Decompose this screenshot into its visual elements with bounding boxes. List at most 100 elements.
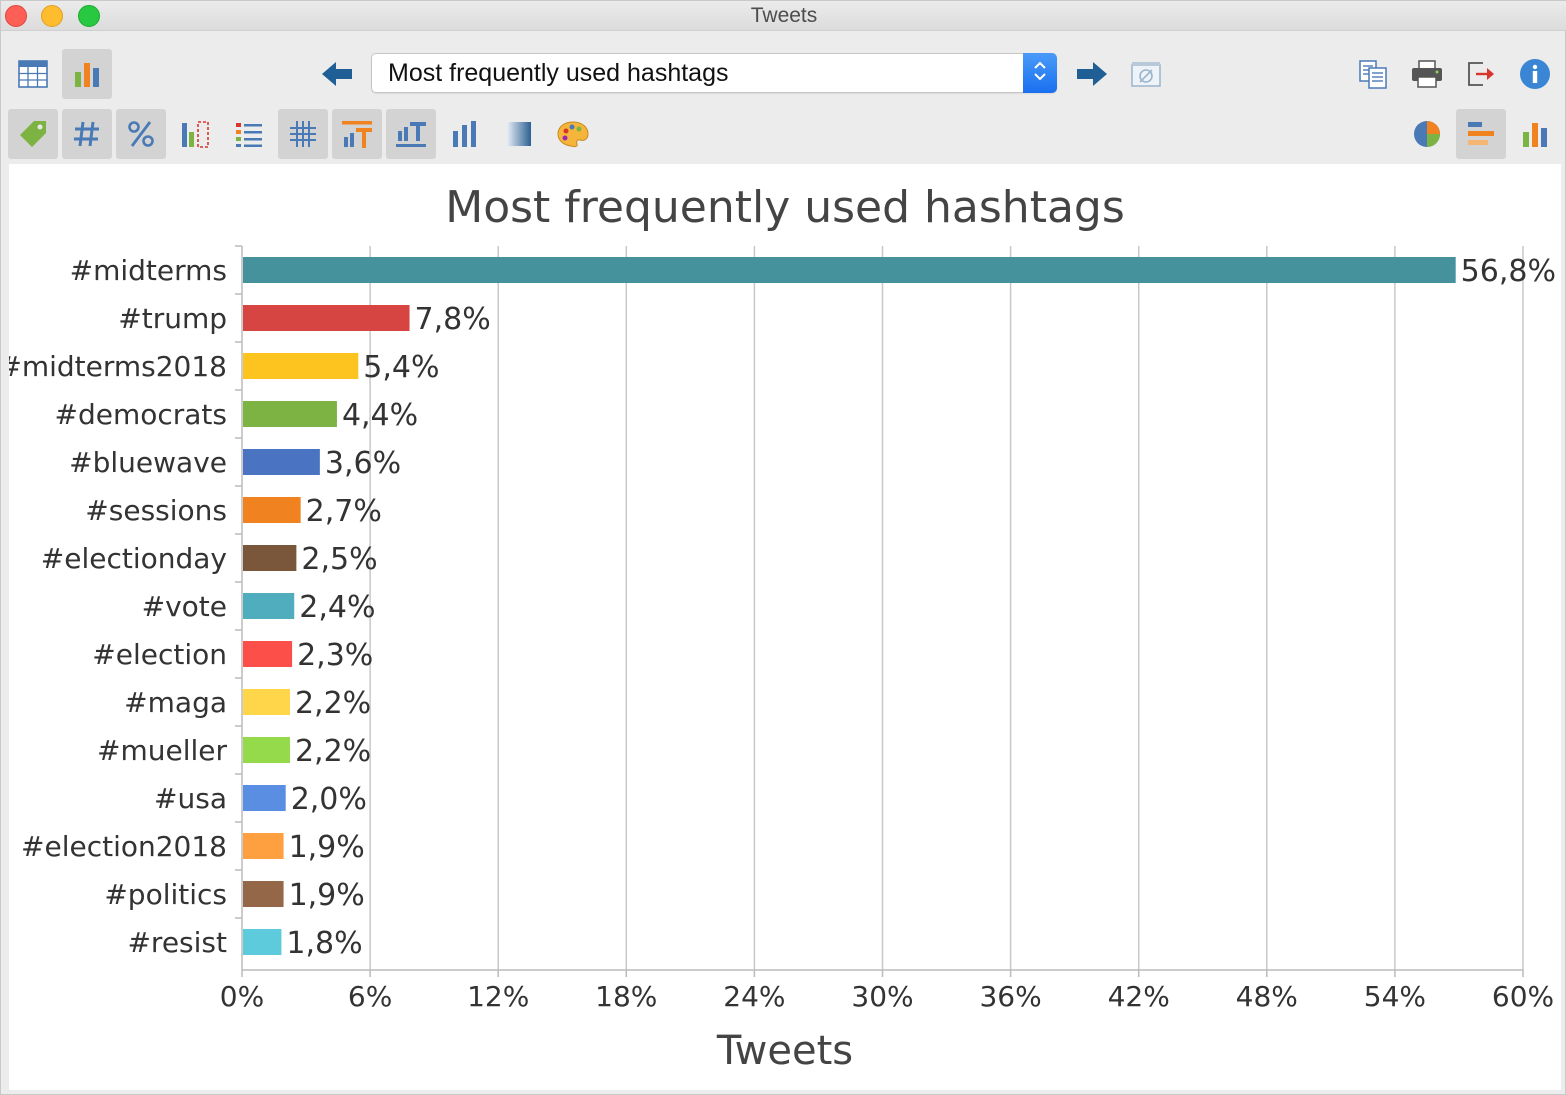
next-button[interactable] xyxy=(1067,49,1117,99)
vertical-bar-icon xyxy=(1520,119,1550,149)
bar xyxy=(243,449,320,475)
category-label: #democrats xyxy=(55,398,228,431)
category-label: #politics xyxy=(104,878,227,911)
print-icon xyxy=(1410,59,1444,89)
axis-title-icon xyxy=(394,119,428,149)
bar-chart: 0% 6% 12% 18% 24% 30% 36% 42% 48% 54% 60% #midterms… xyxy=(9,245,1556,1013)
x-tick-label: 54% xyxy=(1364,980,1426,1013)
value-label: 1,8% xyxy=(286,926,362,961)
category-label: #bluewave xyxy=(69,446,227,479)
filter-off-button[interactable] xyxy=(1121,49,1171,99)
bar xyxy=(243,305,410,331)
x-tick-label: 0% xyxy=(220,980,264,1013)
bar xyxy=(243,785,286,811)
close-window-button[interactable] xyxy=(5,5,27,27)
bar xyxy=(243,929,282,955)
table-view-icon xyxy=(18,60,48,88)
bar xyxy=(243,401,337,427)
bar xyxy=(243,497,301,523)
absolute-values-button[interactable] xyxy=(62,109,112,159)
category-label: #usa xyxy=(154,782,227,815)
copy-button[interactable] xyxy=(1348,49,1398,99)
bar xyxy=(243,545,297,571)
list-icon xyxy=(234,120,264,148)
x-tick-label: 30% xyxy=(851,980,913,1013)
bar-3d-icon xyxy=(450,119,480,149)
filter-off-icon xyxy=(1130,60,1162,88)
horizontal-bar-chart-button[interactable] xyxy=(1456,109,1506,159)
value-label: 56,8% xyxy=(1461,254,1556,289)
bar xyxy=(243,833,284,859)
analysis-selector[interactable]: Most frequently used hashtags xyxy=(371,53,1057,93)
print-button[interactable] xyxy=(1402,49,1452,99)
labels-toggle-button[interactable] xyxy=(8,109,58,159)
percent-values-button[interactable] xyxy=(116,109,166,159)
value-label: 2,0% xyxy=(291,782,367,817)
grid-lines-button[interactable] xyxy=(278,109,328,159)
bar xyxy=(243,881,284,907)
bar xyxy=(243,593,295,619)
selector-stepper[interactable] xyxy=(1023,53,1057,93)
info-icon xyxy=(1519,58,1551,90)
chart-title-button[interactable] xyxy=(332,109,382,159)
info-button[interactable] xyxy=(1510,49,1560,99)
category-label: #election xyxy=(92,638,227,671)
percent-icon xyxy=(126,119,156,149)
value-label: 2,2% xyxy=(295,734,371,769)
value-label: 5,4% xyxy=(363,350,439,385)
export-icon xyxy=(1465,59,1497,89)
bar xyxy=(243,353,359,379)
analysis-selector-value: Most frequently used hashtags xyxy=(388,59,729,87)
chart-view-button[interactable] xyxy=(62,49,112,99)
vertical-bar-chart-button[interactable] xyxy=(1510,109,1560,159)
category-label: #resist xyxy=(127,926,227,959)
color-palette-icon xyxy=(556,119,590,149)
value-label: 2,3% xyxy=(297,638,373,673)
sort-bars-icon xyxy=(179,119,211,149)
bar xyxy=(243,257,1456,283)
value-label: 4,4% xyxy=(342,398,418,433)
bar xyxy=(243,737,290,763)
pie-chart-button[interactable] xyxy=(1402,109,1452,159)
chart-title: Most frequently used hashtags xyxy=(445,182,1125,233)
export-button[interactable] xyxy=(1456,49,1506,99)
arrow-right-icon xyxy=(1075,60,1109,88)
chart-panel: Most frequently used hashtags 0% 6% 12% 18%… xyxy=(9,164,1561,1090)
category-label: #vote xyxy=(142,590,227,623)
gradient-button[interactable] xyxy=(494,109,544,159)
category-label: #midterms2018 xyxy=(9,350,227,383)
minimize-window-button[interactable] xyxy=(41,5,63,27)
previous-button[interactable] xyxy=(312,49,362,99)
title-bar: Tweets xyxy=(1,1,1566,31)
category-label: #trump xyxy=(118,302,227,335)
value-label: 2,4% xyxy=(299,590,375,625)
x-tick-label: 6% xyxy=(348,980,392,1013)
zoom-window-button[interactable] xyxy=(78,5,100,27)
category-label: #mueller xyxy=(97,734,227,767)
horizontal-bar-icon xyxy=(1465,119,1497,149)
title-chart-icon xyxy=(340,119,374,149)
table-view-button[interactable] xyxy=(8,49,58,99)
bar xyxy=(243,641,293,667)
x-tick-label: 36% xyxy=(979,980,1041,1013)
label-tag-icon xyxy=(17,118,49,150)
list-button[interactable] xyxy=(224,109,274,159)
chevron-updown-icon xyxy=(1032,58,1048,88)
value-label: 2,2% xyxy=(295,686,371,721)
color-palette-button[interactable] xyxy=(548,109,598,159)
category-label: #electionday xyxy=(41,542,227,575)
value-label: 3,6% xyxy=(325,446,401,481)
copy-icon xyxy=(1357,58,1389,90)
category-label: #midterms xyxy=(70,254,227,287)
chart-view-icon xyxy=(72,59,102,89)
sort-bars-button[interactable] xyxy=(170,109,220,159)
grid-lines-icon xyxy=(288,119,318,149)
category-label: #maga xyxy=(124,686,227,719)
arrow-left-icon xyxy=(320,60,354,88)
bar-3d-button[interactable] xyxy=(440,109,490,159)
pie-chart-icon xyxy=(1412,119,1442,149)
value-label: 2,5% xyxy=(301,542,377,577)
axis-title-button[interactable] xyxy=(386,109,436,159)
value-label: 1,9% xyxy=(289,830,365,865)
